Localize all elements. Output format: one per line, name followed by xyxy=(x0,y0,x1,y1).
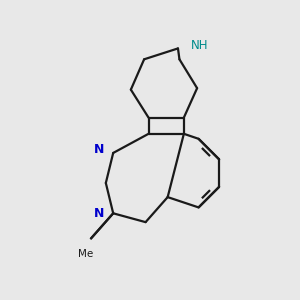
Text: N: N xyxy=(94,207,104,220)
Text: NH: NH xyxy=(191,39,209,52)
Text: N: N xyxy=(94,143,104,157)
Text: Me: Me xyxy=(78,249,93,259)
